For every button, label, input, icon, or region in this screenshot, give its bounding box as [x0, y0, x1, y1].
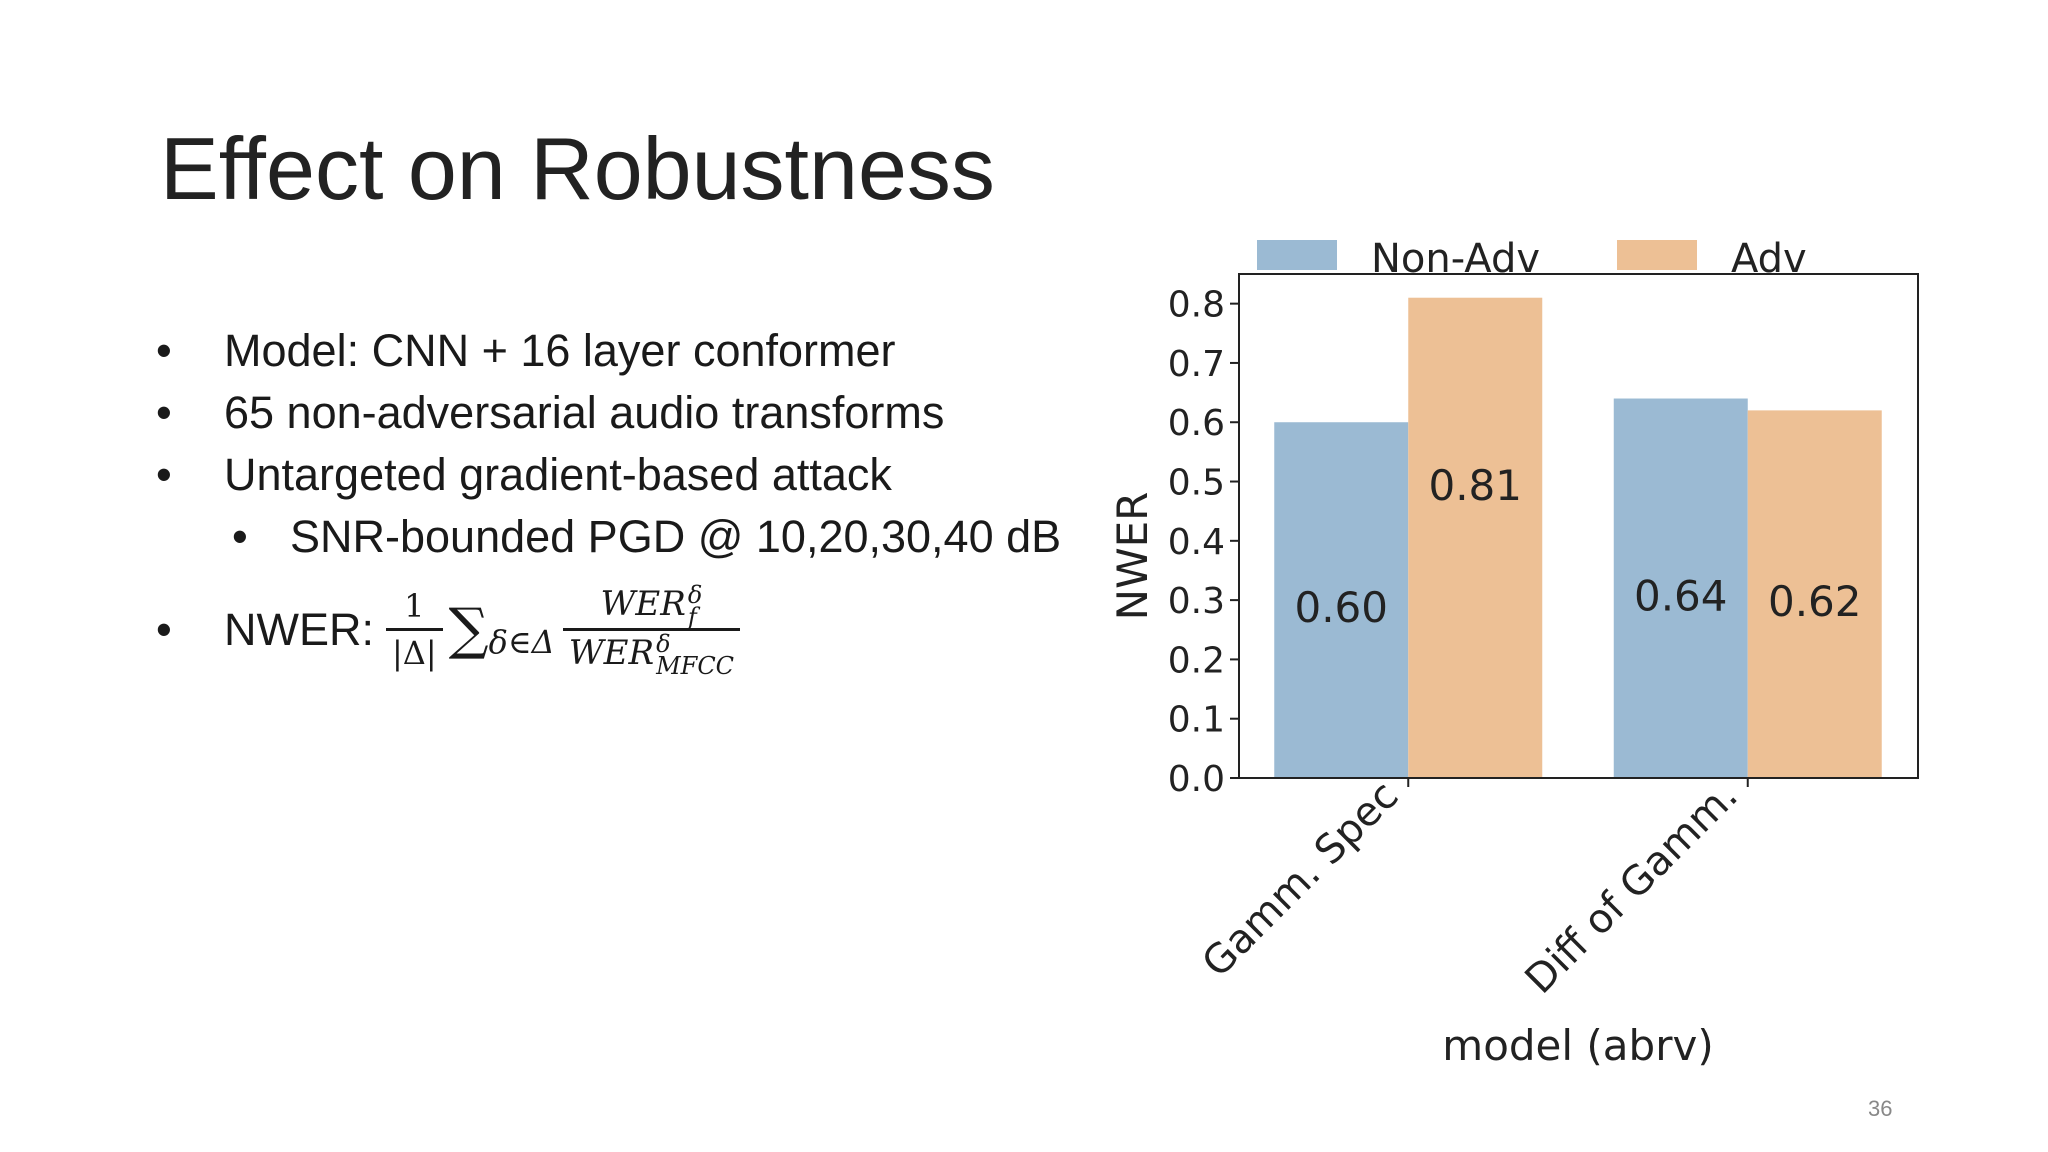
bullet-text: Model: CNN + 16 layer conformer: [224, 325, 896, 376]
bar-non-adv: [1274, 422, 1409, 778]
legend-swatch: [1617, 240, 1697, 270]
x-tick-label: Gamm. Spec: [1194, 773, 1408, 987]
slide-title: Effect on Robustness: [160, 119, 995, 218]
sigma-subscript: δ∈Δ: [488, 622, 555, 661]
bar-value-label: 0.62: [1768, 577, 1862, 626]
bullet-text: Untargeted gradient-based attack: [224, 449, 892, 500]
bullet-text: 65 non-adversarial audio transforms: [224, 387, 945, 438]
wer-den-sub: MFCC: [656, 652, 735, 680]
wer-den-base: WER: [568, 633, 655, 673]
legend-entry: Adv: [1731, 236, 1807, 282]
wer-num-sup: δ: [687, 581, 703, 609]
bullet-dot: •: [156, 449, 172, 500]
wer-den-scripts: δ MFCC: [656, 630, 735, 680]
fraction-bar: [386, 628, 443, 631]
bullet-dot: •: [156, 603, 172, 655]
formula-bullet: • NWER: 1 |Δ| ∑ δ∈Δ WER δ f WER δ MFCC: [150, 581, 1061, 680]
bar-non-adv: [1613, 398, 1748, 778]
x-tick-label: Diff of Gamm.: [1517, 773, 1747, 1003]
wer-num-base: WER: [600, 584, 686, 624]
y-tick-label: 0.2: [1168, 640, 1225, 681]
sub-bullet-item: • SNR-bounded PGD @ 10,20,30,40 dB: [150, 506, 1061, 568]
bullet-dot: •: [156, 325, 172, 376]
bar-value-label: 0.60: [1294, 583, 1388, 632]
page-number: 36: [1868, 1096, 1893, 1121]
x-axis-label: model (abrv): [1442, 1021, 1713, 1070]
wer-den-sup: δ: [656, 630, 671, 658]
bullet-list: • Model: CNN + 16 layer conformer • 65 non…: [150, 320, 1061, 680]
wer-ratio-fraction: WER δ f WER δ MFCC: [562, 581, 741, 680]
legend-entry: Non-Adv: [1371, 236, 1540, 282]
wer-num-sub: f: [687, 603, 697, 631]
bullet-dot: •: [156, 387, 172, 438]
bar-value-label: 0.64: [1634, 571, 1728, 620]
y-tick-label: 0.6: [1168, 403, 1225, 444]
wer-denominator: WER δ MFCC: [563, 630, 740, 680]
bullet-item: • Untargeted gradient-based attack: [150, 444, 1061, 506]
fraction-denominator: |Δ|: [392, 634, 437, 672]
bullet-item: • Model: CNN + 16 layer conformer: [150, 320, 1061, 382]
formula-label: NWER:: [224, 603, 374, 655]
y-tick-label: 0.5: [1168, 463, 1225, 504]
bullet-dot: •: [232, 511, 248, 562]
bullet-item: • 65 non-adversarial audio transforms: [150, 382, 1061, 444]
bar-value-label: 0.81: [1428, 461, 1522, 510]
y-tick-label: 0.7: [1168, 344, 1225, 385]
y-tick-label: 0.4: [1168, 522, 1225, 563]
y-tick-label: 0.3: [1168, 581, 1225, 622]
y-tick-label: 0.8: [1168, 285, 1225, 326]
legend-swatch: [1257, 240, 1337, 270]
bar-adv: [1747, 410, 1882, 778]
sigma-symbol: ∑: [448, 596, 489, 662]
y-tick-label: 0.1: [1168, 700, 1225, 741]
bullet-text: SNR-bounded PGD @ 10,20,30,40 dB: [290, 511, 1062, 562]
y-tick-label: 0.0: [1168, 759, 1225, 800]
plot-frame: [1238, 273, 1919, 779]
reciprocal-fraction: 1 |Δ|: [386, 584, 443, 675]
wer-numerator: WER δ f: [594, 581, 708, 631]
fraction-bar: [562, 628, 741, 631]
bar-adv: [1408, 297, 1543, 778]
fraction-numerator: 1: [404, 587, 425, 625]
y-axis-label: NWER: [1108, 492, 1157, 621]
